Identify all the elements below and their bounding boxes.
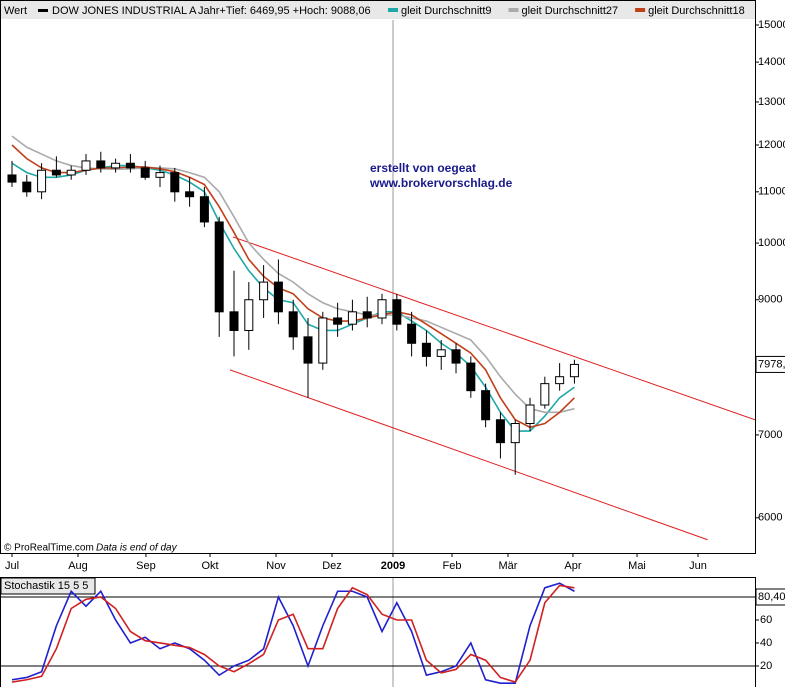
legend-swatch: [388, 8, 398, 12]
candle-body: [140, 167, 150, 178]
candle-body: [111, 162, 121, 169]
plot-area: [0, 582, 755, 685]
x-tick-label: Mai: [628, 560, 646, 572]
stoch-panel: [0, 577, 756, 687]
candle-body: [244, 299, 254, 331]
candle-body: [155, 172, 165, 178]
legend-label: gleit Durchschnitt9: [401, 5, 492, 17]
candle-body: [510, 422, 520, 444]
legend-label: gleit Durchschnitt27: [522, 5, 619, 17]
x-tick-label: Okt: [201, 560, 218, 572]
last-value-box: [755, 355, 785, 373]
candle-body: [525, 404, 535, 424]
y-tick-label: 12000: [758, 139, 785, 151]
candle-body: [481, 390, 491, 421]
candle-body: [495, 419, 505, 444]
candle-body: [7, 174, 17, 183]
footer: © ProRealTime.com: [4, 543, 94, 554]
candle-body: [569, 363, 579, 378]
last-value-label: 80,40: [758, 591, 785, 603]
last-value-box: [755, 588, 785, 606]
candle-body: [96, 160, 106, 169]
stoch-title-box: [0, 577, 96, 595]
y-tick-label: 10000: [758, 237, 785, 249]
candle-body: [37, 169, 47, 193]
candle-body: [377, 299, 387, 319]
x-tick-label: Dez: [322, 560, 342, 572]
candle-body: [392, 299, 402, 325]
candle-body: [199, 196, 209, 223]
plot-area: [7, 135, 755, 541]
x-tick-label: Sep: [136, 560, 156, 572]
candle-body: [288, 311, 298, 338]
candle-body: [347, 311, 357, 325]
legend-swatch: [635, 8, 646, 12]
y-tick-label: 7000: [758, 429, 782, 441]
y-tick-label: 40: [760, 637, 772, 649]
candle-body: [451, 349, 461, 364]
legend-label: gleit Durchschnitt18: [648, 5, 745, 17]
y-tick-label: 14000: [758, 56, 785, 68]
stoch-title: Stochastik 15 5 5: [4, 580, 88, 592]
x-tick-label: Apr: [564, 560, 581, 572]
main-panel: [0, 0, 756, 554]
y-tick-label: 6000: [758, 512, 782, 524]
y-tick-label: 9000: [758, 294, 782, 306]
candle-body: [81, 160, 91, 171]
chart-subtitle: Jahr+Tief: 6469,95 +Hoch: 9088,06: [198, 5, 371, 17]
line-series: [11, 144, 575, 429]
x-tick-label: Jun: [689, 560, 707, 572]
y-tick-label: 11000: [758, 186, 785, 198]
candle-body: [362, 311, 372, 319]
y-tick-label: 13000: [758, 96, 785, 108]
annotation: www.brokervorschlag.de: [369, 176, 513, 190]
x-tick-label: Jul: [5, 560, 19, 572]
candle-body: [229, 311, 239, 331]
candle-body: [214, 221, 224, 313]
candle-body: [407, 323, 417, 344]
candle-body: [555, 376, 565, 385]
x-tick-label: Aug: [68, 560, 88, 572]
legend-swatch: [508, 8, 519, 12]
legend-swatch: [38, 9, 48, 12]
x-tick-label: Nov: [266, 560, 286, 572]
candle-body: [421, 342, 431, 357]
header-bar: [1, 1, 755, 19]
y-tick-label: 15000: [758, 19, 785, 31]
candle-body: [259, 281, 269, 301]
chart-title: DOW JONES INDUSTRIAL A: [52, 5, 197, 17]
candle-body: [185, 191, 195, 198]
candle-body: [540, 383, 550, 406]
candle-body: [318, 317, 328, 364]
candle-body: [51, 169, 61, 176]
candle-body: [303, 336, 313, 364]
line-series: [11, 584, 575, 683]
candle-body: [333, 317, 343, 325]
panel-label: Wert: [4, 5, 27, 17]
x-tick-label: Feb: [443, 560, 462, 572]
candle-body: [66, 169, 76, 176]
last-value-label: 7978,: [758, 358, 785, 370]
candle-body: [22, 181, 32, 193]
x-tick-label: 2009: [381, 560, 405, 572]
candle-body: [125, 162, 135, 169]
line-series: [11, 135, 575, 414]
candle-body: [466, 362, 476, 392]
candle-body: [273, 281, 283, 313]
candle-body: [436, 349, 446, 357]
y-tick-label: 20: [760, 660, 772, 672]
footer-note: Data is end of day: [96, 543, 178, 554]
y-tick-label: 60: [760, 614, 772, 626]
trend-line: [229, 369, 708, 541]
trend-line: [232, 236, 755, 421]
annotation: erstellt von oegeat: [370, 161, 476, 175]
candle-body: [170, 172, 180, 193]
x-tick-label: Mär: [498, 560, 517, 572]
